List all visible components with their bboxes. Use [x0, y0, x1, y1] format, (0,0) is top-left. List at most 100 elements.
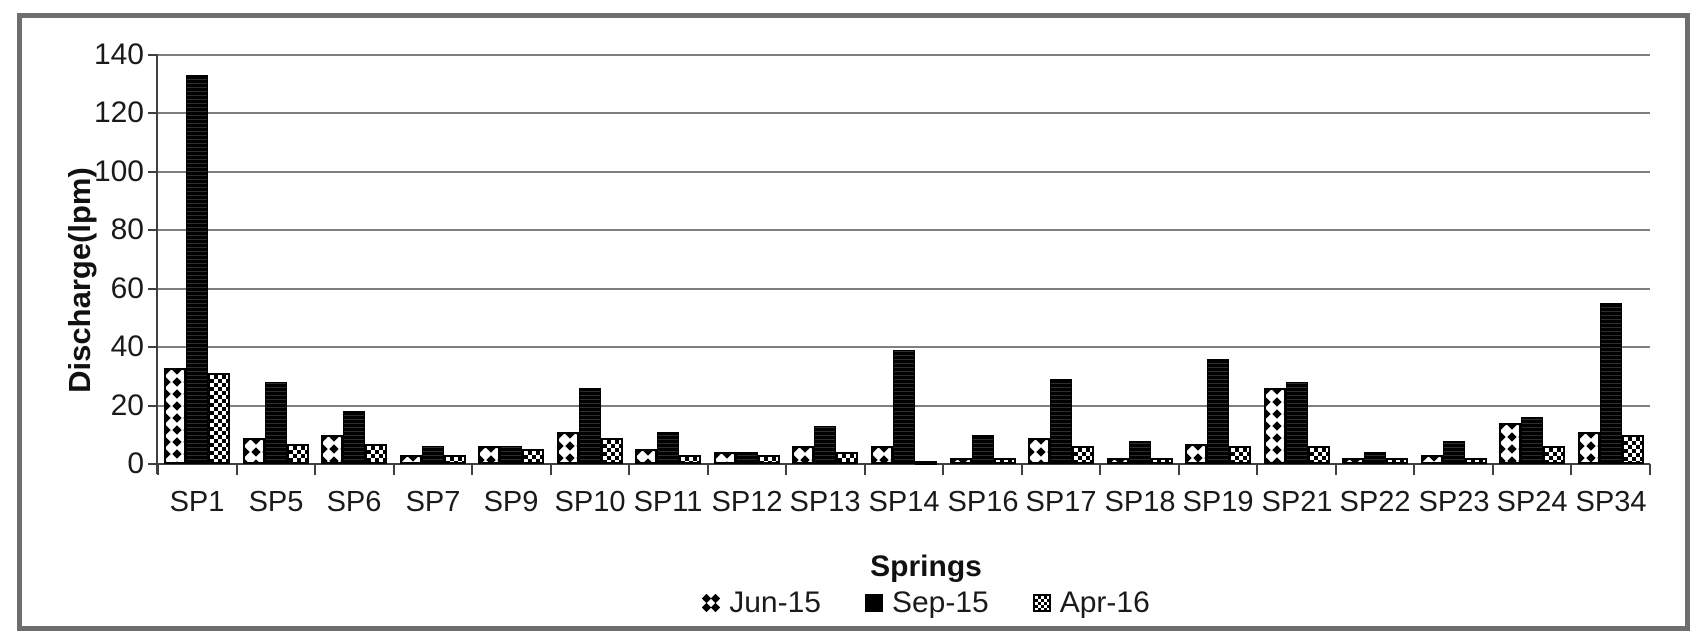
gridline — [158, 229, 1650, 232]
legend-swatch-jun-15-icon — [702, 594, 721, 612]
bar-jun-15-sp21 — [1264, 388, 1286, 464]
bar-jun-15-sp9 — [478, 446, 500, 464]
y-tick-label: 120 — [93, 96, 144, 130]
y-axis-tick — [148, 170, 158, 173]
bar-apr-16-sp10 — [601, 438, 623, 464]
bar-apr-16-sp21 — [1308, 446, 1330, 464]
y-tick-label: 60 — [110, 271, 144, 305]
x-axis-line — [156, 463, 1650, 465]
bar-apr-16-sp13 — [836, 452, 858, 464]
x-axis-tick — [706, 464, 709, 475]
bar-apr-16-sp1 — [208, 373, 230, 464]
bar-sep-15-sp34 — [1600, 303, 1622, 464]
x-axis-tick — [942, 464, 945, 475]
bar-apr-16-sp14 — [915, 461, 937, 465]
x-tick-label-sp22: SP22 — [1339, 486, 1411, 518]
legend-swatch-sep-15-icon — [864, 594, 883, 612]
x-tick-label-sp17: SP17 — [1025, 486, 1097, 518]
bar-apr-16-sp5 — [287, 444, 309, 464]
y-tick-label: 20 — [110, 388, 144, 422]
bar-apr-16-sp12 — [758, 455, 780, 464]
bar-sep-15-sp22 — [1364, 452, 1386, 464]
x-axis-tick — [1413, 464, 1416, 475]
gridline — [158, 170, 1650, 173]
y-axis-tick — [148, 229, 158, 232]
bar-jun-15-sp24 — [1499, 423, 1521, 464]
bar-jun-15-sp1 — [164, 368, 186, 464]
y-axis-tick — [148, 463, 158, 465]
bar-apr-16-sp9 — [522, 449, 544, 464]
y-tick-label: 80 — [110, 213, 144, 247]
x-axis-tick — [1177, 464, 1180, 475]
bar-sep-15-sp12 — [736, 452, 758, 464]
legend: Jun-15 Sep-15 Apr-16 — [180, 584, 1672, 622]
legend-label-apr-16: Apr-16 — [1059, 586, 1150, 619]
legend-label-sep-15: Sep-15 — [891, 586, 989, 619]
x-tick-label-sp1: SP1 — [169, 486, 225, 518]
y-tick-label: 0 — [127, 447, 144, 480]
y-tick-label: 100 — [93, 154, 144, 188]
bar-sep-15-sp16 — [972, 435, 994, 464]
x-tick-label-sp19: SP19 — [1182, 486, 1254, 518]
bar-jun-15-sp6 — [321, 435, 343, 464]
bar-sep-15-sp5 — [265, 382, 287, 464]
x-axis-title: Springs — [870, 550, 982, 583]
bar-apr-16-sp11 — [679, 455, 701, 464]
x-axis-tick — [1256, 464, 1259, 475]
bar-jun-15-sp16 — [950, 458, 972, 464]
bar-jun-15-sp12 — [714, 452, 736, 464]
bar-sep-15-sp17 — [1050, 379, 1072, 464]
bar-jun-15-sp7 — [400, 455, 422, 464]
bar-sep-15-sp6 — [343, 411, 365, 464]
x-axis-tick — [157, 464, 159, 475]
legend-item-sep-15: Sep-15 — [864, 586, 989, 620]
bar-apr-16-sp24 — [1543, 446, 1565, 464]
x-axis-tick — [863, 464, 866, 475]
x-axis-tick — [549, 464, 552, 475]
legend-label-jun-15: Jun-15 — [729, 586, 821, 619]
y-tick-label: 140 — [93, 38, 144, 71]
x-tick-label-sp11: SP11 — [633, 486, 703, 518]
x-axis-tick — [1570, 464, 1573, 475]
bar-apr-16-sp18 — [1151, 458, 1173, 464]
bar-jun-15-sp10 — [557, 432, 579, 464]
bar-apr-16-sp19 — [1229, 446, 1251, 464]
bar-jun-15-sp34 — [1578, 432, 1600, 464]
x-tick-label-sp24: SP24 — [1496, 486, 1568, 518]
y-axis-tick — [148, 346, 158, 349]
x-tick-label-sp6: SP6 — [326, 486, 382, 518]
y-axis-line — [156, 55, 158, 474]
y-axis-tick — [148, 287, 158, 290]
x-axis-tick — [471, 464, 474, 475]
x-tick-label-sp9: SP9 — [483, 486, 539, 518]
bar-jun-15-sp11 — [635, 449, 657, 464]
x-axis-tick — [392, 464, 395, 475]
bar-sep-15-sp24 — [1521, 417, 1543, 464]
bar-sep-15-sp10 — [579, 388, 601, 464]
x-tick-label-sp18: SP18 — [1104, 486, 1176, 518]
bar-sep-15-sp1 — [186, 75, 208, 464]
legend-swatch-apr-16-icon — [1032, 594, 1051, 612]
x-axis-tick — [314, 464, 317, 475]
bar-sep-15-sp19 — [1207, 359, 1229, 464]
bar-jun-15-sp18 — [1107, 458, 1129, 464]
gridline — [158, 287, 1650, 290]
x-tick-label-sp7: SP7 — [405, 486, 461, 518]
x-tick-label-sp10: SP10 — [554, 486, 626, 518]
legend-item-apr-16: Apr-16 — [1032, 586, 1150, 620]
x-axis-tick — [1649, 464, 1651, 475]
legend-item-jun-15: Jun-15 — [702, 586, 821, 620]
bar-jun-15-sp13 — [792, 446, 814, 464]
x-tick-label-sp34: SP34 — [1575, 486, 1647, 518]
bar-sep-15-sp21 — [1286, 382, 1308, 464]
bar-apr-16-sp7 — [444, 455, 466, 464]
x-tick-label-sp16: SP16 — [947, 486, 1019, 518]
bar-sep-15-sp7 — [422, 446, 444, 464]
y-tick-label: 40 — [110, 330, 144, 364]
x-axis-tick — [1020, 464, 1023, 475]
x-tick-label-sp5: SP5 — [248, 486, 304, 518]
y-axis-tick — [148, 54, 158, 56]
bar-apr-16-sp17 — [1072, 446, 1094, 464]
x-axis-tick — [785, 464, 788, 475]
